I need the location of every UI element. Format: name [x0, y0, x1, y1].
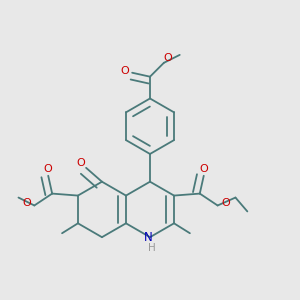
- Text: O: O: [221, 199, 230, 208]
- Text: O: O: [77, 158, 85, 168]
- Text: O: O: [22, 199, 31, 208]
- Text: O: O: [44, 164, 52, 174]
- Text: N: N: [144, 231, 152, 244]
- Text: O: O: [121, 66, 130, 76]
- Text: H: H: [148, 243, 156, 253]
- Text: O: O: [200, 164, 208, 174]
- Text: O: O: [164, 53, 172, 63]
